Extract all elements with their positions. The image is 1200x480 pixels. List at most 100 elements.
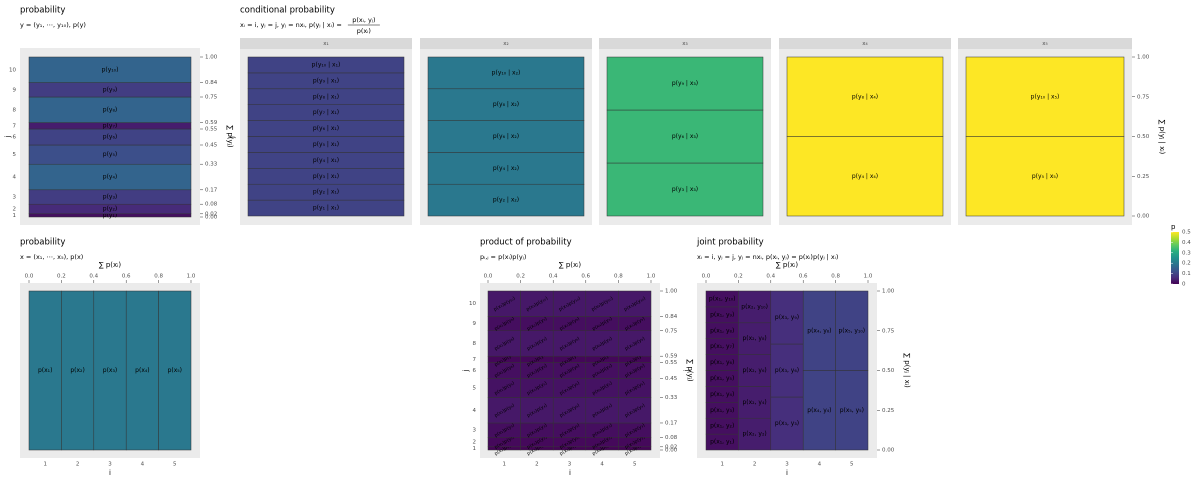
cell bbox=[738, 386, 772, 419]
cell-label: p(y₁₀) bbox=[102, 66, 119, 73]
cell-label: p(y₆) bbox=[103, 134, 117, 141]
y-tick-label: 4 bbox=[13, 175, 17, 181]
y-tick-label: 3 bbox=[473, 428, 477, 434]
y2-axis-title: ∑ p(yⱼ | xᵢ) bbox=[903, 353, 911, 388]
cell-label: p(y₂) bbox=[103, 206, 117, 213]
facet-strip bbox=[420, 38, 592, 49]
x-tick-label: 4 bbox=[600, 462, 604, 468]
y-tick-label: 6 bbox=[473, 368, 477, 374]
cell-label: p(y₁₀ | x₁) bbox=[312, 61, 341, 68]
x-axis-title: i bbox=[786, 469, 788, 477]
cell-label: p(x₁, y₆) bbox=[710, 359, 734, 366]
cell-label: p(x₁, y₂) bbox=[710, 423, 734, 430]
y-tick-label: 10 bbox=[9, 67, 16, 73]
cell-label: p(y₄) bbox=[103, 174, 117, 181]
cell-label: p(y₈ | x₁) bbox=[313, 93, 339, 100]
x-tick-label: 1 bbox=[503, 462, 507, 468]
y2-tick-label: 0.25 bbox=[1137, 174, 1150, 180]
x-tick-label: 3 bbox=[108, 462, 112, 468]
y2-tick-label: 0.75 bbox=[665, 328, 678, 334]
x-tick-label: 4 bbox=[141, 462, 145, 468]
y2-tick-label: 0.59 bbox=[205, 120, 218, 126]
cell-label: p(x₅) bbox=[168, 367, 182, 374]
legend-tick-label: 0.3 bbox=[1182, 250, 1191, 256]
chart-subtitle: pᵢ,ⱼ = p(xᵢ)p(yⱼ) bbox=[480, 253, 526, 261]
legend-tick-label: 0.4 bbox=[1182, 240, 1191, 246]
cell bbox=[427, 183, 585, 217]
y2-tick-label: 0.08 bbox=[665, 435, 678, 441]
y-tick-label: 8 bbox=[473, 341, 477, 347]
cell-label: p(y₆ | x₂) bbox=[493, 133, 519, 140]
y-tick-label: 1 bbox=[13, 213, 17, 219]
cell-label: p(x₁, y₇) bbox=[710, 343, 734, 350]
cell bbox=[606, 56, 764, 111]
y-axis-title: j bbox=[228, 136, 236, 139]
x-tick-label: 5 bbox=[633, 462, 637, 468]
cell-label: p(y₅ | x₁) bbox=[313, 141, 339, 148]
cell-label: p(y₈ | x₄) bbox=[852, 93, 878, 100]
y2-tick-label: 0.75 bbox=[205, 95, 218, 101]
x-tick-label: 2 bbox=[76, 462, 80, 468]
x-tick-label: 4 bbox=[818, 462, 822, 468]
cell bbox=[786, 136, 944, 217]
cell bbox=[965, 56, 1125, 137]
cell-label: p(x₁, y₅) bbox=[710, 375, 734, 382]
y-tick-label: 8 bbox=[13, 107, 17, 113]
x-axis-title: i bbox=[569, 469, 571, 477]
y-tick-label: 7 bbox=[13, 123, 17, 129]
cell-label: p(y₉ | x₃) bbox=[672, 80, 698, 87]
y-tick-label: 10 bbox=[469, 301, 476, 307]
x2-axis-title: ∑ p(xᵢ) bbox=[559, 261, 582, 269]
cell-label: p(x₄) bbox=[135, 367, 149, 374]
y2-axis-title: ∑ p(yⱼ) bbox=[226, 125, 234, 147]
cell bbox=[427, 152, 585, 185]
x2-tick-label: 0.2 bbox=[57, 274, 66, 280]
chart-subtitle: xᵢ = i, yⱼ = j, yⱼ = nxᵢ, p(yⱼ | xᵢ) = bbox=[240, 21, 342, 29]
y2-tick-label: 0.00 bbox=[882, 448, 895, 454]
cell-label: p(x₄, y₄) bbox=[807, 407, 831, 414]
legend-tick-label: 0.1 bbox=[1182, 271, 1191, 277]
cell bbox=[28, 96, 192, 123]
cell bbox=[738, 322, 772, 355]
cell-label: p(y₈) bbox=[103, 106, 117, 113]
cell bbox=[618, 330, 652, 357]
cell-label: p(x₁, y₃) bbox=[710, 407, 734, 414]
y2-tick-label: 0.45 bbox=[205, 143, 218, 149]
y2-tick-label: 0.17 bbox=[205, 187, 218, 193]
y-tick-label: 2 bbox=[13, 207, 17, 213]
facet-label: x₅ bbox=[1042, 41, 1047, 47]
cell bbox=[427, 88, 585, 121]
cell bbox=[738, 417, 772, 451]
cell-label: p(y₁₀ | x₅) bbox=[1031, 93, 1060, 100]
facet-label: x₃ bbox=[682, 41, 687, 47]
chart-title: probability bbox=[20, 6, 65, 16]
cell bbox=[606, 162, 764, 217]
y2-tick-label: 0.45 bbox=[665, 376, 678, 382]
y2-tick-label: 0.02 bbox=[665, 444, 677, 450]
x-tick-label: 2 bbox=[753, 462, 757, 468]
y2-tick-label: 0.59 bbox=[665, 354, 678, 360]
y-tick-label: 5 bbox=[473, 385, 477, 391]
y2-tick-label: 0.50 bbox=[882, 368, 895, 374]
legend-tick-label: 0.5 bbox=[1182, 230, 1191, 236]
y2-tick-label: 0.50 bbox=[1137, 134, 1150, 140]
facet-strip bbox=[240, 38, 412, 49]
cell bbox=[427, 56, 585, 90]
x-tick-label: 5 bbox=[850, 462, 854, 468]
chart-title: probability bbox=[20, 238, 65, 248]
cell-label: p(x₁, y₈) bbox=[710, 327, 734, 334]
cell bbox=[965, 136, 1125, 217]
y2-tick-label: 0.55 bbox=[665, 360, 678, 366]
y2-tick-label: 1.00 bbox=[205, 55, 218, 61]
chart-title: joint probability bbox=[696, 238, 764, 248]
cell-label: p(y₇) bbox=[103, 122, 117, 129]
cell-label: p(x₂, y₁₀) bbox=[741, 303, 768, 310]
cell-label: p(x₂) bbox=[70, 367, 84, 374]
y2-tick-label: 0.00 bbox=[665, 448, 678, 454]
cell-label: p(x₁, y₁₀) bbox=[709, 295, 736, 302]
x2-tick-label: 0.2 bbox=[516, 274, 525, 280]
cell bbox=[552, 290, 587, 317]
x2-tick-label: 0.6 bbox=[581, 274, 590, 280]
cell bbox=[427, 120, 585, 153]
cell-label: p(y₅) bbox=[103, 151, 117, 158]
